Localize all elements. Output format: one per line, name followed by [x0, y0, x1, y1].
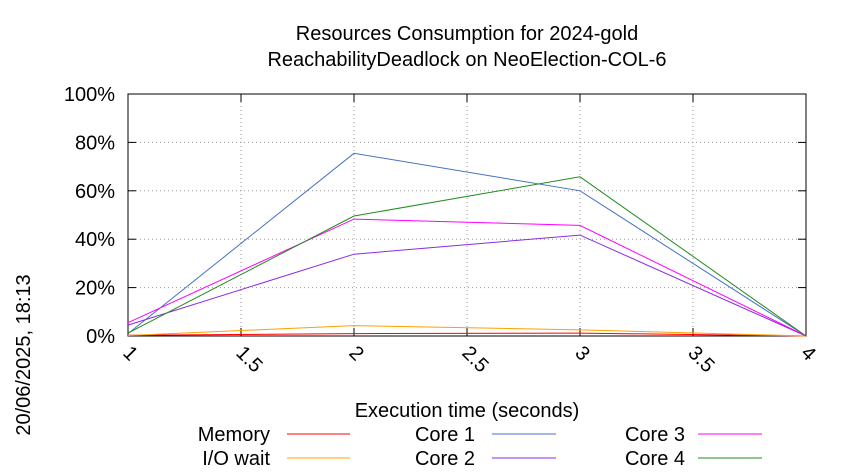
legend-label-core-2: Core 2: [415, 448, 475, 470]
series-line-core-1: [127, 152, 807, 337]
series-lines: [127, 152, 807, 337]
y-tick-label: 40%: [75, 229, 115, 251]
x-tick-label: 3.5: [683, 342, 718, 377]
legend-label-core-4: Core 4: [625, 448, 685, 470]
legend-label-core-1: Core 1: [415, 424, 475, 446]
x-tick-label: 2.5: [457, 342, 492, 377]
chart-title-line2: ReachabilityDeadlock on NeoElection-COL-…: [267, 49, 666, 71]
y-tick-label: 100%: [64, 84, 115, 106]
legend-label-i-o-wait: I/O wait: [202, 448, 270, 470]
x-tick-labels: 1 1.5 2 2.5 3 3.5 4: [118, 342, 819, 377]
series-line-memory: [127, 332, 807, 337]
series-line-core-4: [127, 176, 807, 337]
grid: [128, 94, 806, 336]
y-tick-label: 20%: [75, 278, 115, 300]
axis-ticks: [127, 93, 807, 337]
series-line-i-o-wait: [127, 325, 807, 337]
x-axis-label: Execution time (seconds): [355, 400, 580, 422]
legend-label-memory: Memory: [198, 424, 270, 446]
timestamp-label: 20/06/2025, 18:13: [13, 274, 35, 435]
x-tick-label: 4: [796, 342, 819, 365]
series-line-core-3: [127, 218, 807, 337]
series-line-core-2: [127, 234, 807, 337]
x-tick-label: 3: [570, 342, 593, 365]
chart-title-line1: Resources Consumption for 2024-gold: [296, 23, 638, 45]
y-tick-label: 80%: [75, 132, 115, 154]
x-tick-label: 1: [118, 342, 141, 365]
y-tick-label: 0%: [86, 326, 115, 348]
x-tick-label: 1.5: [231, 342, 266, 377]
y-tick-label: 60%: [75, 181, 115, 203]
x-tick-label: 2: [344, 342, 367, 365]
legend-label-core-3: Core 3: [625, 424, 685, 446]
y-tick-labels: 0% 20% 40% 60% 80% 100%: [64, 84, 115, 348]
